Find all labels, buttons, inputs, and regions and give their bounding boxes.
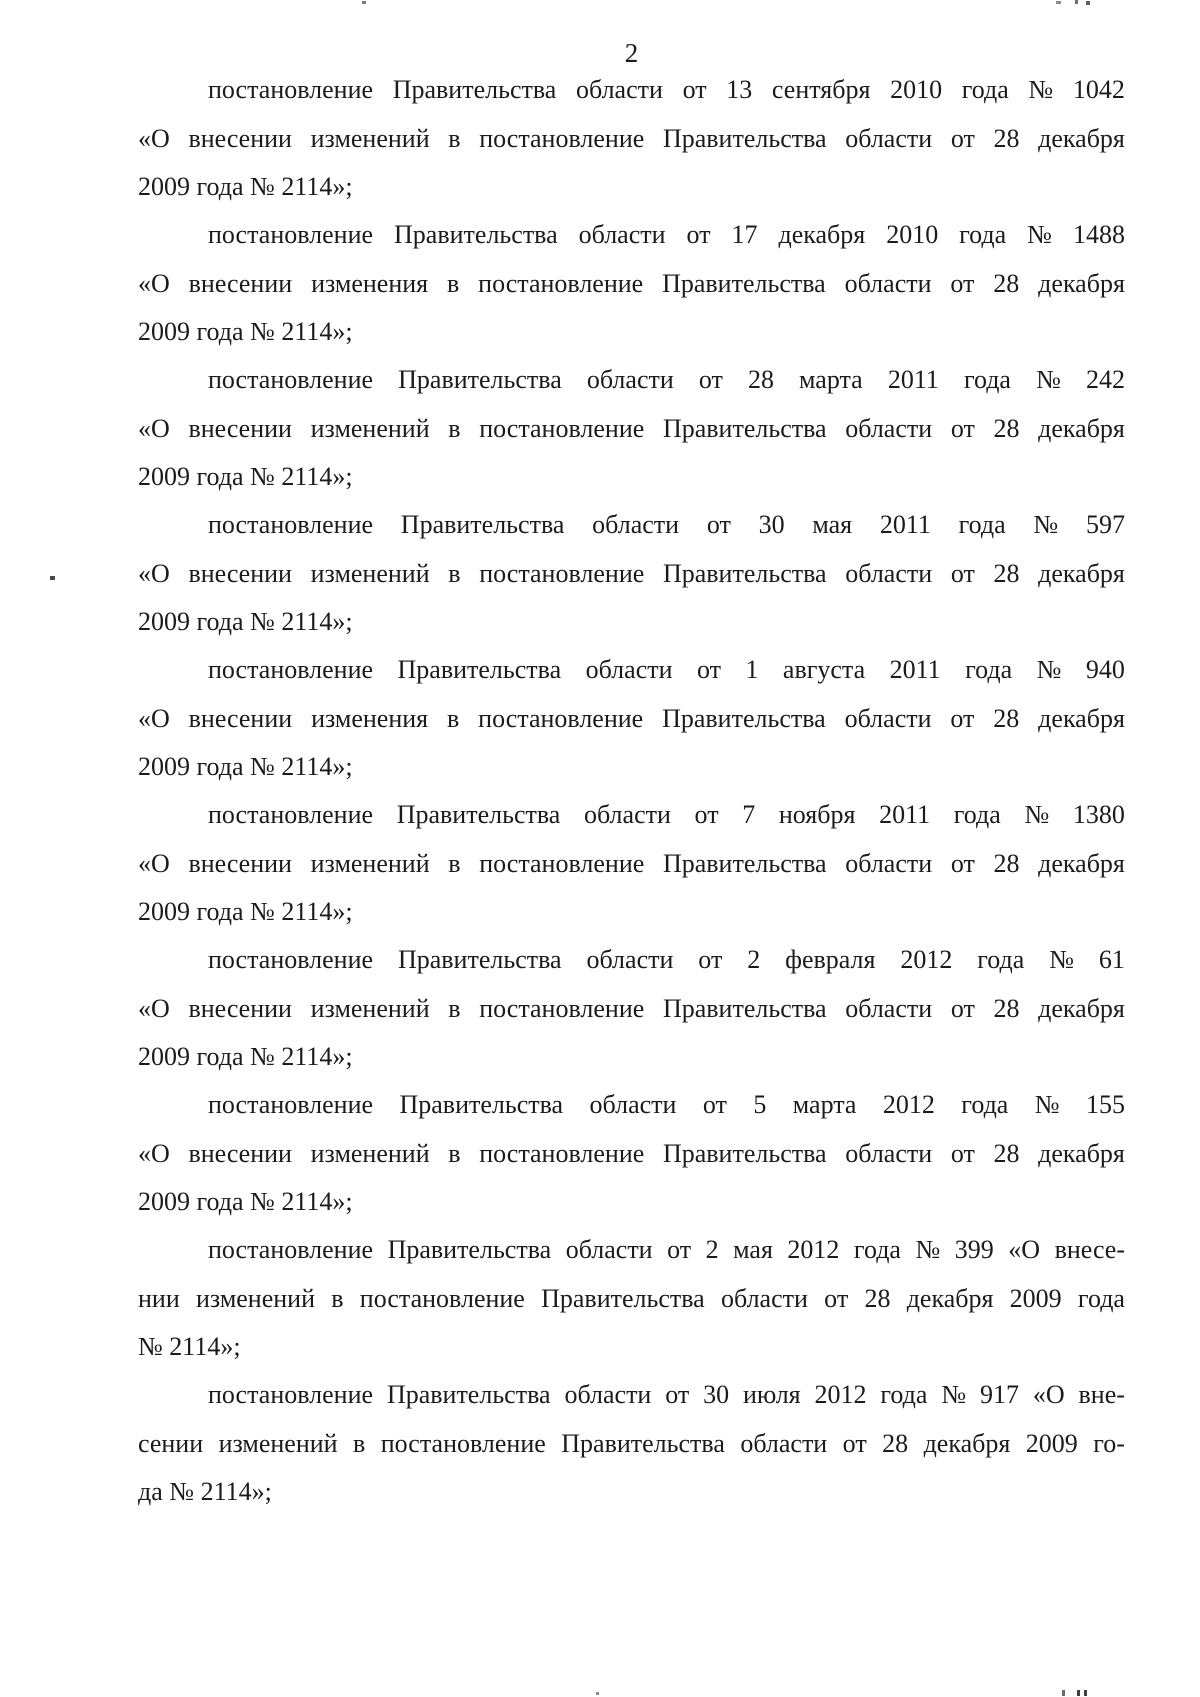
scan-artifact: [362, 1, 366, 4]
paragraph-7-line-1: постановление Правительства области от 2 февр…: [208, 945, 1125, 975]
paragraph-9: постановление Правительства области от 2 мая 2…: [138, 1226, 1125, 1371]
paragraph-10: постановление Правительства области от 30 июл…: [138, 1371, 1125, 1516]
paragraph-3-line-1: постановление Правительства области от 28 мар…: [208, 365, 1125, 395]
paragraph-7: постановление Правительства области от 2 февр…: [138, 936, 1125, 1081]
paragraph-5: постановление Правительства области от 1 авгу…: [138, 646, 1125, 791]
paragraph-6: постановление Правительства области от 7 нояб…: [138, 791, 1125, 936]
paragraph-2-line-3: 2009 года № 2114»;: [138, 316, 353, 346]
paragraph-9-line-1: постановление Правительства области от 2 мая 2…: [208, 1235, 1125, 1265]
scan-artifact: [1075, 0, 1078, 4]
page-number: 2: [624, 38, 639, 68]
scan-artifact: [1084, 1690, 1087, 1696]
paragraph-8: постановление Правительства области от 5 март…: [138, 1081, 1125, 1226]
scan-artifact: [1062, 1690, 1065, 1696]
paragraph-4-line-3: 2009 года № 2114»;: [138, 606, 353, 636]
paragraph-7-line-2: «О внесении изменений в постановление Правите…: [138, 993, 1125, 1023]
paragraph-6-line-3: 2009 года № 2114»;: [138, 896, 353, 926]
paragraph-10-line-2: сении изменений в постановление Правительств…: [138, 1428, 1125, 1458]
paragraph-3: постановление Правительства области от 28 мар…: [138, 356, 1125, 501]
paragraph-8-line-1: постановление Правительства области от 5 март…: [208, 1090, 1125, 1120]
paragraph-10-line-3: да № 2114»;: [138, 1476, 272, 1506]
paragraph-5-line-3: 2009 года № 2114»;: [138, 751, 353, 781]
paragraph-6-line-2: «О внесении изменений в постановление Правите…: [138, 848, 1125, 878]
paragraph-5-line-2: «О внесении изменения в постановление Правите…: [138, 703, 1125, 733]
paragraph-3-line-2: «О внесении изменений в постановление Правите…: [138, 413, 1125, 443]
paragraph-9-line-2: нии изменений в постановление Правительства о…: [138, 1283, 1125, 1313]
paragraph-7-line-3: 2009 года № 2114»;: [138, 1041, 353, 1071]
paragraph-4-line-1: постановление Правительства области от 30 мая…: [208, 510, 1125, 540]
scan-artifact: [1086, 1, 1090, 5]
paragraph-9-line-3: № 2114»;: [138, 1331, 241, 1361]
document-body: постановление Правительства области от 13 сен…: [138, 66, 1125, 1516]
paragraph-4: постановление Правительства области от 30 мая…: [138, 501, 1125, 646]
paragraph-6-line-1: постановление Правительства области от 7 нояб…: [208, 800, 1125, 830]
paragraph-1-line-2: «О внесении изменений в постановление Правите…: [138, 123, 1125, 153]
paragraph-4-line-2: «О внесении изменений в постановление Правите…: [138, 558, 1125, 588]
scan-artifact: [596, 1692, 599, 1695]
paragraph-10-line-1: постановление Правительства области от 30 июл…: [208, 1380, 1125, 1410]
paragraph-3-line-3: 2009 года № 2114»;: [138, 461, 353, 491]
paragraph-2-line-1: постановление Правительства области от 17 дек…: [208, 220, 1125, 250]
paragraph-2: постановление Правительства области от 17 дек…: [138, 211, 1125, 356]
paragraph-1-line-3: 2009 года № 2114»;: [138, 171, 353, 201]
paragraph-8-line-2: «О внесении изменений в постановление Правите…: [138, 1138, 1125, 1168]
paragraph-5-line-1: постановление Правительства области от 1 авгу…: [208, 655, 1125, 685]
paragraph-2-line-2: «О внесении изменения в постановление Правите…: [138, 268, 1125, 298]
paragraph-8-line-3: 2009 года № 2114»;: [138, 1186, 353, 1216]
paragraph-1: постановление Правительства области от 13 сен…: [138, 66, 1125, 211]
scan-artifact: [1056, 1, 1061, 4]
scan-artifact: [1077, 1690, 1080, 1696]
paragraph-1-line-1: постановление Правительства области от 13 сен…: [208, 75, 1125, 105]
scan-artifact: [50, 576, 55, 580]
